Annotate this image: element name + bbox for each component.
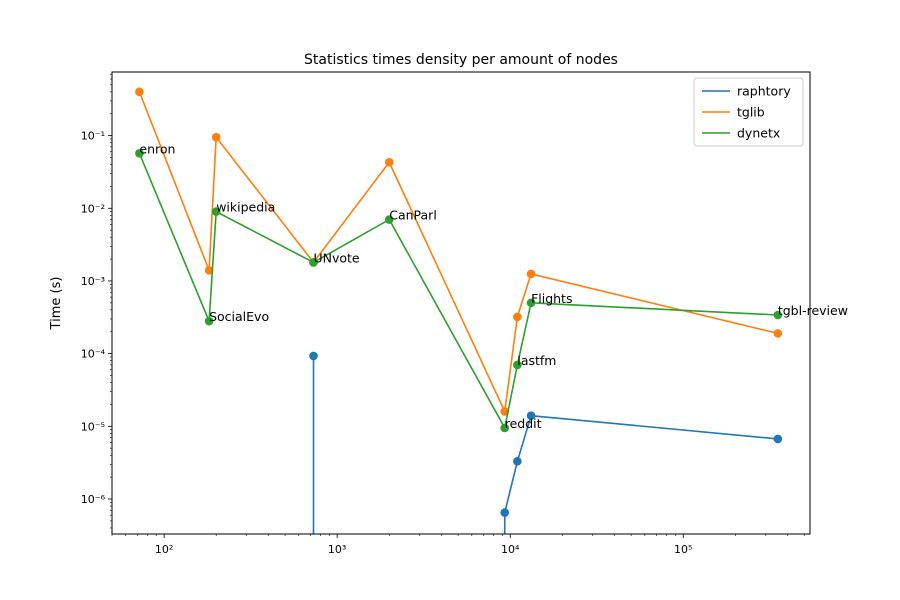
series-line-tglib bbox=[138, 91, 779, 413]
data-point-dynetx bbox=[773, 310, 783, 320]
y-axis-label: Time (s) bbox=[49, 277, 64, 331]
data-point-dynetx bbox=[526, 298, 536, 308]
annotation-enron: enron bbox=[139, 141, 175, 156]
data-point-raphtory bbox=[500, 508, 510, 517]
y-tick-label: 10⁻³ bbox=[81, 275, 105, 288]
chart-title: Statistics times density per amount of n… bbox=[304, 52, 618, 68]
annotation-wikipedia: wikipedia bbox=[216, 200, 275, 215]
data-point-dynetx bbox=[211, 207, 221, 216]
legend-label-raphtory: raphtory bbox=[737, 84, 791, 99]
axis-layer: 10² 10³ 10⁴ 10⁵ 10⁻⁶ 10⁻⁵ 10⁻⁴ 10⁻³ 10⁻² 10⁻¹ bbox=[81, 73, 805, 556]
legend: raphtory tglib dynetx bbox=[693, 77, 804, 147]
data-point-raphtory bbox=[773, 434, 783, 444]
data-point-dynetx bbox=[309, 258, 318, 267]
data-point-raphtory bbox=[309, 351, 318, 361]
data-point-dynetx bbox=[204, 316, 214, 326]
legend-box bbox=[693, 77, 804, 147]
series-dynetx bbox=[135, 149, 783, 433]
annotation-flights: Flights bbox=[531, 291, 572, 306]
data-point-raphtory bbox=[513, 457, 522, 466]
series-line-raphtory bbox=[312, 355, 778, 534]
legend-label-dynetx: dynetx bbox=[737, 126, 780, 141]
data-point-tglib bbox=[526, 269, 536, 279]
data-point-tglib bbox=[135, 87, 144, 97]
data-point-tglib bbox=[773, 329, 783, 338]
plot-frame bbox=[111, 71, 811, 535]
data-point-dynetx bbox=[135, 149, 144, 158]
y-tick-label: 10⁻¹ bbox=[81, 130, 105, 143]
x-tick-label: 10⁴ bbox=[501, 543, 520, 556]
data-point-dynetx bbox=[500, 423, 510, 433]
data-point-tglib bbox=[204, 266, 214, 275]
annotation-layer: enron SocialEvo wikipedia UNvote CanParl redd… bbox=[139, 141, 848, 431]
x-tick-label: 10² bbox=[155, 543, 173, 556]
x-tick-label: 10³ bbox=[328, 543, 346, 556]
data-point-tglib bbox=[384, 157, 394, 167]
series-layer bbox=[135, 87, 783, 534]
y-tick-label: 10⁻² bbox=[81, 202, 105, 215]
data-point-tglib bbox=[211, 132, 221, 142]
y-tick-label: 10⁻⁶ bbox=[81, 493, 106, 506]
annotation-canparl: CanParl bbox=[389, 208, 437, 223]
annotation-tgbl-review: tgbl-review bbox=[778, 303, 848, 318]
y-tick-label: 10⁻⁵ bbox=[81, 420, 105, 433]
y-tick-label: 10⁻⁴ bbox=[81, 348, 106, 361]
series-raphtory bbox=[309, 351, 783, 534]
annotation-socialevo: SocialEvo bbox=[209, 309, 269, 324]
data-point-dynetx bbox=[384, 215, 394, 224]
data-point-raphtory bbox=[526, 411, 536, 421]
annotation-lastfm: lastfm bbox=[517, 353, 556, 368]
series-tglib bbox=[135, 87, 783, 416]
annotation-reddit: reddit bbox=[505, 416, 542, 431]
annotation-unvote: UNvote bbox=[313, 250, 359, 265]
x-tick-label: 10⁵ bbox=[674, 543, 692, 556]
data-point-tglib bbox=[513, 312, 522, 322]
series-line-dynetx bbox=[138, 153, 778, 429]
data-point-dynetx bbox=[513, 360, 522, 370]
legend-label-tglib: tglib bbox=[737, 105, 765, 120]
